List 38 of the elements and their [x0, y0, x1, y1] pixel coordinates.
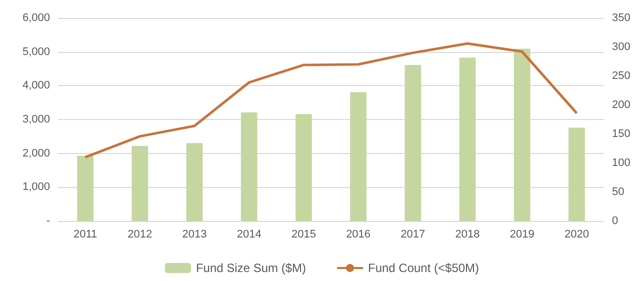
bar: [186, 143, 203, 221]
x-tick-label: 2020: [564, 228, 589, 240]
x-tick-label: 2018: [455, 228, 480, 240]
bar: [77, 156, 94, 221]
y-tick-label: 6,000: [22, 12, 50, 24]
x-tick-label: 2014: [236, 228, 262, 240]
x-tick-label: 2013: [182, 228, 207, 240]
x-tick-label: 2012: [128, 228, 152, 240]
bar: [568, 128, 585, 221]
line-series: [84, 42, 578, 158]
y-tick-label: 5,000: [22, 46, 50, 58]
y2-tick-label: 200: [612, 99, 630, 111]
legend-label: Fund Count (<$50M): [368, 261, 480, 275]
x-tick-label: 2011: [73, 228, 98, 240]
legend-label: Fund Size Sum ($M): [196, 261, 306, 275]
bar: [240, 112, 258, 221]
x-tick-label: 2015: [291, 228, 316, 240]
y2-tick-label: 100: [612, 157, 630, 169]
y-tick-label: 3,000: [22, 114, 50, 126]
bar: [132, 146, 148, 221]
y2-tick-label: 250: [612, 70, 630, 82]
x-tick-label: 2017: [400, 228, 426, 240]
y-tick-label: 1,000: [22, 181, 50, 194]
y2-tick-label: 300: [612, 41, 630, 53]
bar: [514, 48, 530, 221]
bar: [404, 65, 422, 221]
y-tick-label: 2,000: [22, 147, 50, 160]
y2-tick-label: 350: [612, 12, 630, 24]
y-tick-label: -: [46, 215, 50, 227]
bar: [350, 92, 366, 221]
x-tick-label: 2019: [510, 228, 534, 240]
y-tick-label: 4,000: [22, 80, 50, 92]
y2-tick-label: 0: [612, 215, 618, 227]
bar: [459, 58, 476, 221]
bar: [296, 114, 312, 221]
x-tick-label: 2016: [346, 228, 371, 240]
y2-tick-label: 50: [612, 186, 624, 198]
y2-tick-label: 150: [612, 128, 630, 140]
